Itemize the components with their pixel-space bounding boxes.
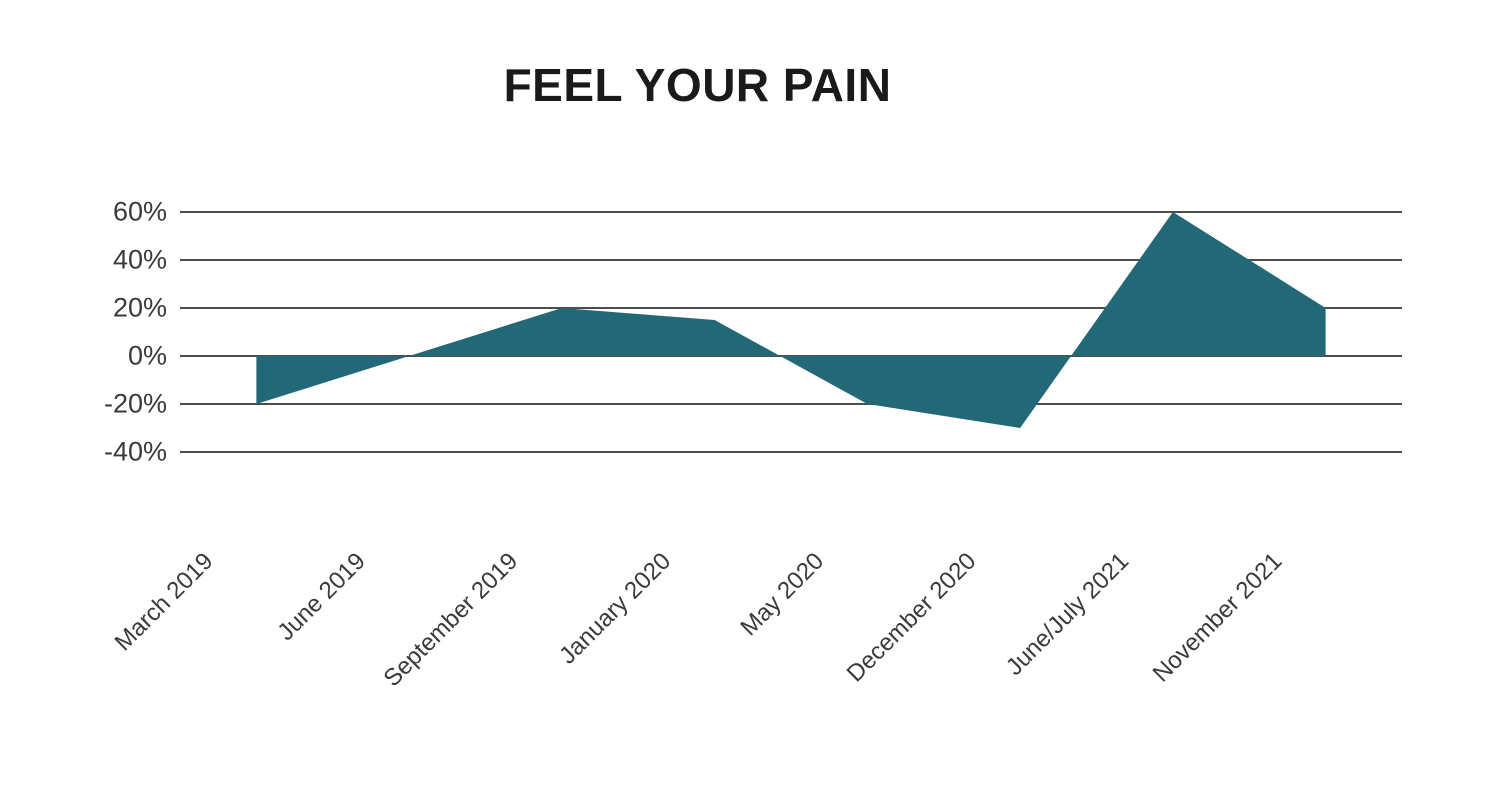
y-axis-tick-label: 20% [112,292,167,323]
y-axis-tick-label: 60% [112,196,167,227]
x-axis-label: June 2019 [272,547,371,646]
y-axis-tick-label: 0% [127,340,167,371]
x-axis-label: January 2020 [554,547,677,670]
x-axis-label: November 2021 [1147,547,1288,688]
x-axis-label: June/July 2021 [1001,547,1135,681]
chart-title: FEEL YOUR PAIN [503,59,892,111]
x-axis-label: December 2020 [841,547,982,688]
y-axis-tick-label: -40% [103,436,167,467]
area-chart-svg [180,211,1402,453]
x-axis-label: March 2019 [109,547,219,657]
x-axis-label: September 2019 [378,547,524,693]
y-axis-tick-label: 40% [112,244,167,275]
area-series-shape [256,212,1326,428]
x-axis-label: May 2020 [735,547,830,642]
y-axis-tick-label: -20% [103,388,167,419]
